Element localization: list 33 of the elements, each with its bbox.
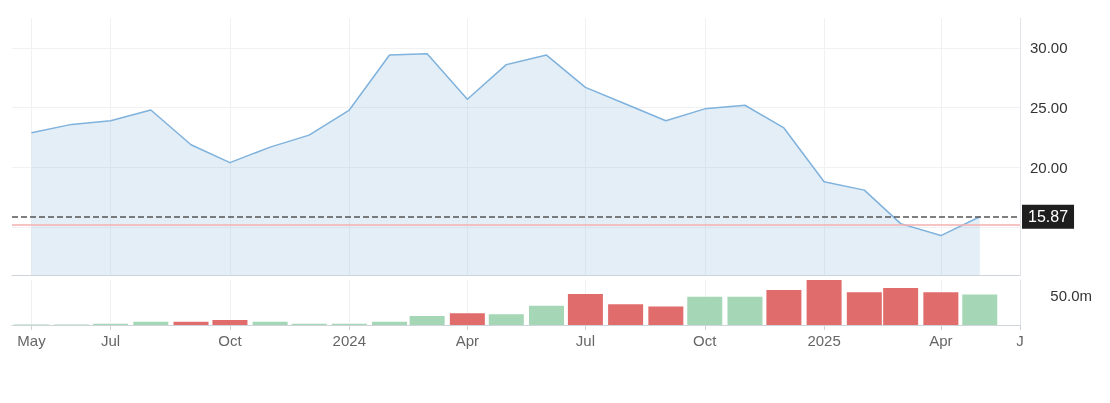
x-tick-label: 2024 xyxy=(332,332,366,349)
bar xyxy=(488,314,524,325)
x-tick-label: Apr xyxy=(455,332,480,349)
bar xyxy=(252,321,288,325)
x-tick-label: Oct xyxy=(218,332,243,349)
bar xyxy=(962,294,998,325)
bar xyxy=(687,296,723,325)
ref-line-label: 15.87 xyxy=(1028,208,1069,226)
bar xyxy=(727,296,763,325)
bar xyxy=(528,305,564,325)
bar xyxy=(567,293,603,325)
y-tick-label: 20.00 xyxy=(1030,158,1068,176)
bar xyxy=(372,321,408,325)
x-tick-label: Jul xyxy=(101,332,121,349)
text: 50.0m xyxy=(1050,287,1093,304)
bar xyxy=(608,304,644,325)
bar xyxy=(173,321,209,325)
x-tick-label: J xyxy=(1016,332,1024,349)
y-tick-label: 25.00 xyxy=(1030,99,1068,117)
bar xyxy=(133,321,169,325)
y-tick-label: 30.00 xyxy=(1030,39,1068,57)
x-tick-label: Oct xyxy=(693,332,718,349)
bar xyxy=(212,320,248,325)
x-tick-label: Jul xyxy=(575,332,595,349)
x-tick-label: 2025 xyxy=(807,332,841,349)
bar xyxy=(923,292,959,325)
bar xyxy=(806,280,842,325)
bar xyxy=(648,306,684,325)
bar xyxy=(766,289,802,325)
x-tick-label: May xyxy=(17,332,47,349)
x-tick-label: Apr xyxy=(929,332,953,349)
bar xyxy=(449,313,485,325)
bar xyxy=(409,316,445,325)
